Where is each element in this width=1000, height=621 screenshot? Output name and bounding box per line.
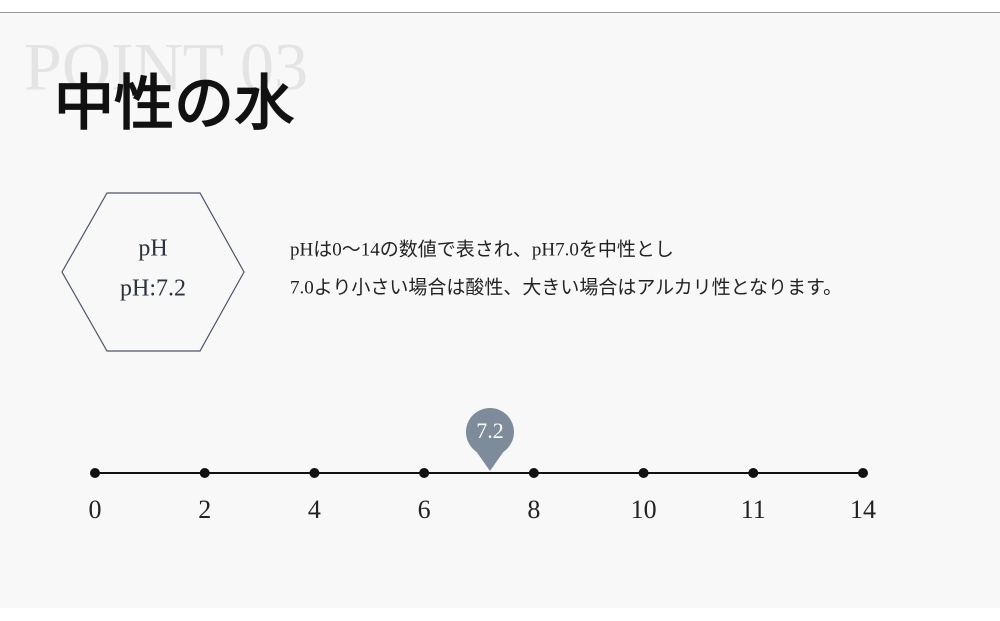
scale-label: 4 bbox=[308, 495, 321, 524]
scale-label: 2 bbox=[198, 495, 211, 524]
description-line: 7.0より小さい場合は酸性、大きい場合はアルカリ性となります。 bbox=[290, 276, 842, 298]
hexagon bbox=[61, 192, 245, 352]
marker-label: 7.2 bbox=[476, 418, 504, 443]
scale-dot bbox=[199, 468, 210, 478]
watermark: POINT 03 bbox=[24, 29, 308, 105]
scale-dot bbox=[858, 468, 868, 478]
scale-dot bbox=[309, 468, 320, 478]
scale-label: 8 bbox=[527, 495, 540, 524]
title: 中性の水 bbox=[54, 71, 295, 137]
scale-label: 10 bbox=[631, 495, 657, 524]
scale-label: 6 bbox=[418, 495, 431, 524]
scale-dot bbox=[419, 468, 430, 478]
badge-label: pH bbox=[138, 236, 167, 262]
marker-pin bbox=[475, 451, 504, 471]
badge-value: pH:7.2 bbox=[120, 276, 186, 302]
scale-dot bbox=[528, 468, 539, 478]
scale-dot bbox=[748, 468, 759, 478]
scale-label: 14 bbox=[850, 495, 876, 524]
scale: 0 2 4 6 8 10 11 14 7.2 bbox=[89, 408, 876, 524]
scale-dot bbox=[90, 468, 100, 478]
description-line: pHは0～14の数値で表され、pH7.0を中性とし bbox=[290, 238, 674, 260]
panel bbox=[0, 12, 1000, 608]
marker-bubble bbox=[465, 408, 514, 456]
scale-label: 11 bbox=[741, 495, 766, 524]
scale-dot bbox=[638, 468, 649, 478]
scale-label: 0 bbox=[89, 495, 102, 524]
